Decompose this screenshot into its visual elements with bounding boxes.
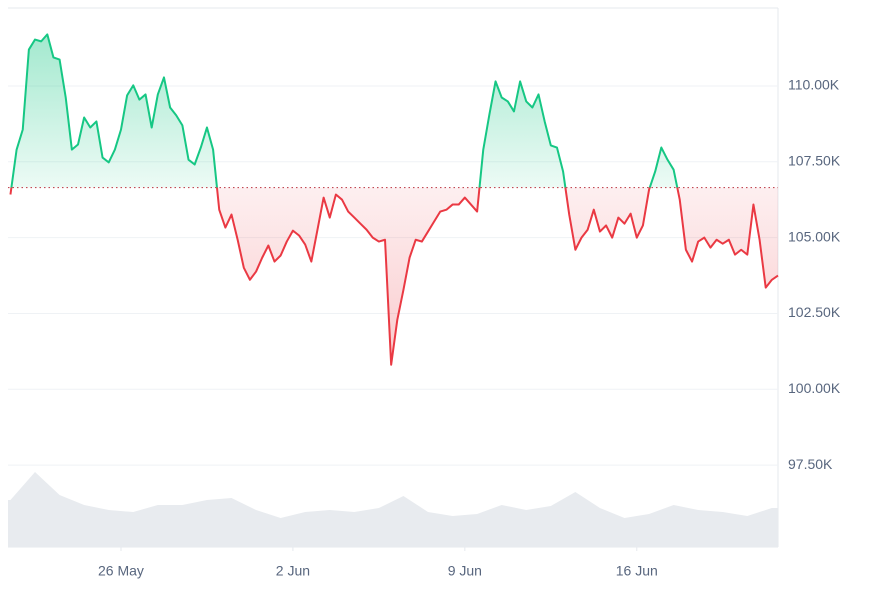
price-area bbox=[10, 34, 779, 365]
x-tick-label: 2 Jun bbox=[276, 563, 310, 579]
y-tick-label: 107.50K bbox=[788, 152, 841, 168]
price-line bbox=[9, 33, 779, 366]
y-tick-label: 97.50K bbox=[788, 456, 833, 472]
x-tick-label: 9 Jun bbox=[448, 563, 482, 579]
volume-area bbox=[8, 472, 778, 547]
y-tick-label: 110.00K bbox=[788, 77, 840, 93]
y-tick-label: 102.50K bbox=[788, 304, 841, 320]
y-tick-label: 105.00K bbox=[788, 228, 841, 244]
x-tick-label: 16 Jun bbox=[616, 563, 658, 579]
x-tick-label: 26 May bbox=[98, 563, 144, 579]
y-tick-label: 100.00K bbox=[788, 380, 841, 396]
